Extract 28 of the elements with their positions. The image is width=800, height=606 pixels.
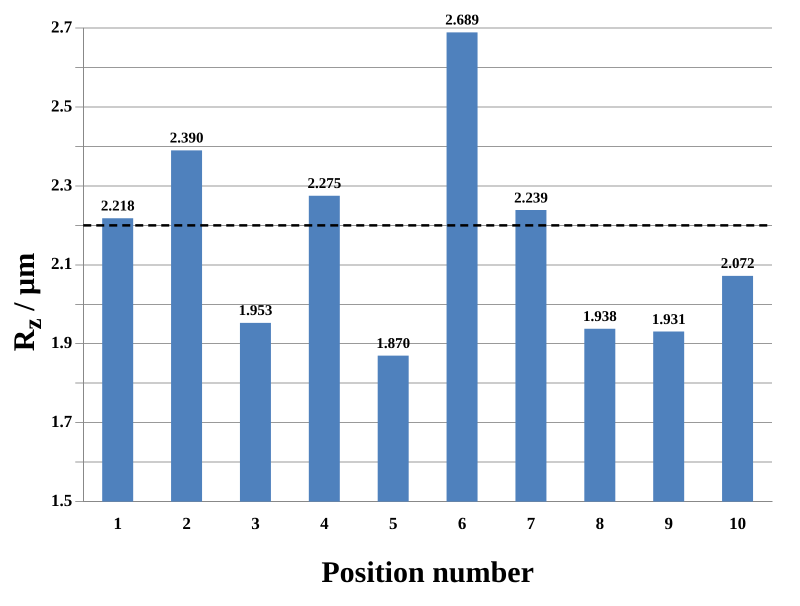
data-label: 1.931 xyxy=(652,312,686,328)
data-label: 1.953 xyxy=(238,303,272,320)
y-tick-label: 2.3 xyxy=(51,175,72,194)
data-label: 2.275 xyxy=(307,176,342,192)
data-label: 2.072 xyxy=(720,256,754,272)
x-tick-label: 3 xyxy=(251,514,260,534)
y-tick-label: 2.7 xyxy=(51,17,73,36)
data-label: 2.689 xyxy=(445,12,479,29)
x-tick-label: 5 xyxy=(388,514,398,534)
data-label: 2.218 xyxy=(100,198,135,215)
data-label: 2.239 xyxy=(514,190,548,206)
data-label: 2.390 xyxy=(170,130,204,147)
x-tick-label: 9 xyxy=(664,514,673,534)
y-tick-label: 2.1 xyxy=(51,254,72,274)
x-tick-label: 10 xyxy=(729,514,746,534)
x-tick-label: 6 xyxy=(458,514,466,534)
y-tick-label: 1.9 xyxy=(51,333,72,352)
x-tick-label: 4 xyxy=(320,514,330,534)
x-tick-label: 7 xyxy=(526,514,536,534)
y-tick-label: 1.7 xyxy=(51,412,73,432)
x-axis-title: Position number xyxy=(321,556,534,589)
x-tick-label: 1 xyxy=(113,514,122,534)
x-tick-label: 2 xyxy=(182,514,191,534)
data-label: 1.870 xyxy=(376,336,410,352)
x-tick-label: 8 xyxy=(596,514,604,534)
y-tick-label: 1.5 xyxy=(51,490,72,510)
y-tick-label: 2.5 xyxy=(51,96,72,116)
data-label: 1.938 xyxy=(582,309,617,326)
